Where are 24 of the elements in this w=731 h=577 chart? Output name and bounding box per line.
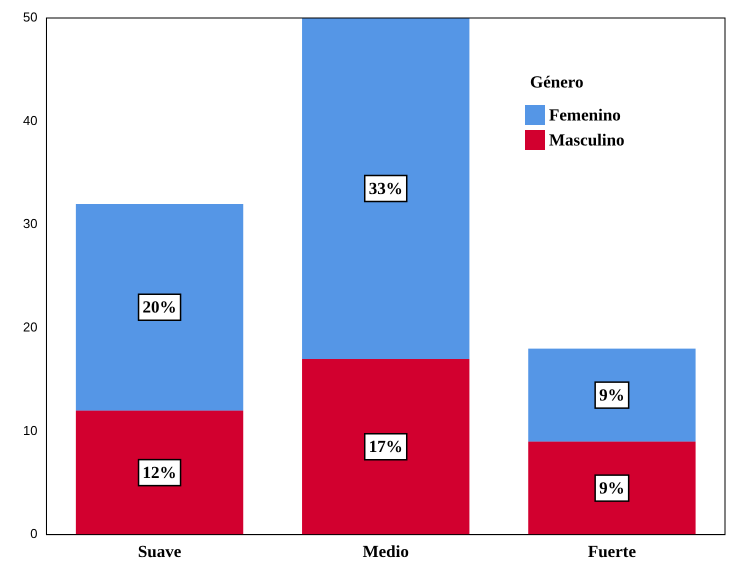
bar (76, 204, 244, 411)
legend-label: Femenino (549, 105, 621, 124)
bar (528, 348, 696, 442)
bar (302, 358, 470, 535)
y-tick-label: 40 (22, 112, 38, 128)
bar (528, 442, 696, 535)
y-tick-label: 10 (22, 422, 38, 438)
data-label: 9% (599, 386, 625, 405)
x-tick-label: Fuerte (588, 542, 636, 562)
bar (76, 410, 244, 535)
bar (302, 18, 470, 359)
y-tick-label: 20 (22, 320, 38, 335)
data-label: 12% (142, 463, 177, 482)
y-tick-label: 50 (22, 10, 38, 25)
data-label: 33% (368, 178, 403, 198)
legend-label: Masculino (549, 130, 625, 150)
data-label: 17% (368, 437, 403, 456)
data-label: 9% (599, 478, 625, 498)
x-tick-label: Medio (362, 542, 409, 562)
y-tick-label: 0 (30, 526, 38, 542)
y-tick-label: 30 (22, 216, 38, 232)
x-tick-label: Suave (138, 542, 182, 562)
legend-title: Género (530, 72, 584, 92)
data-label: 20% (142, 298, 177, 317)
